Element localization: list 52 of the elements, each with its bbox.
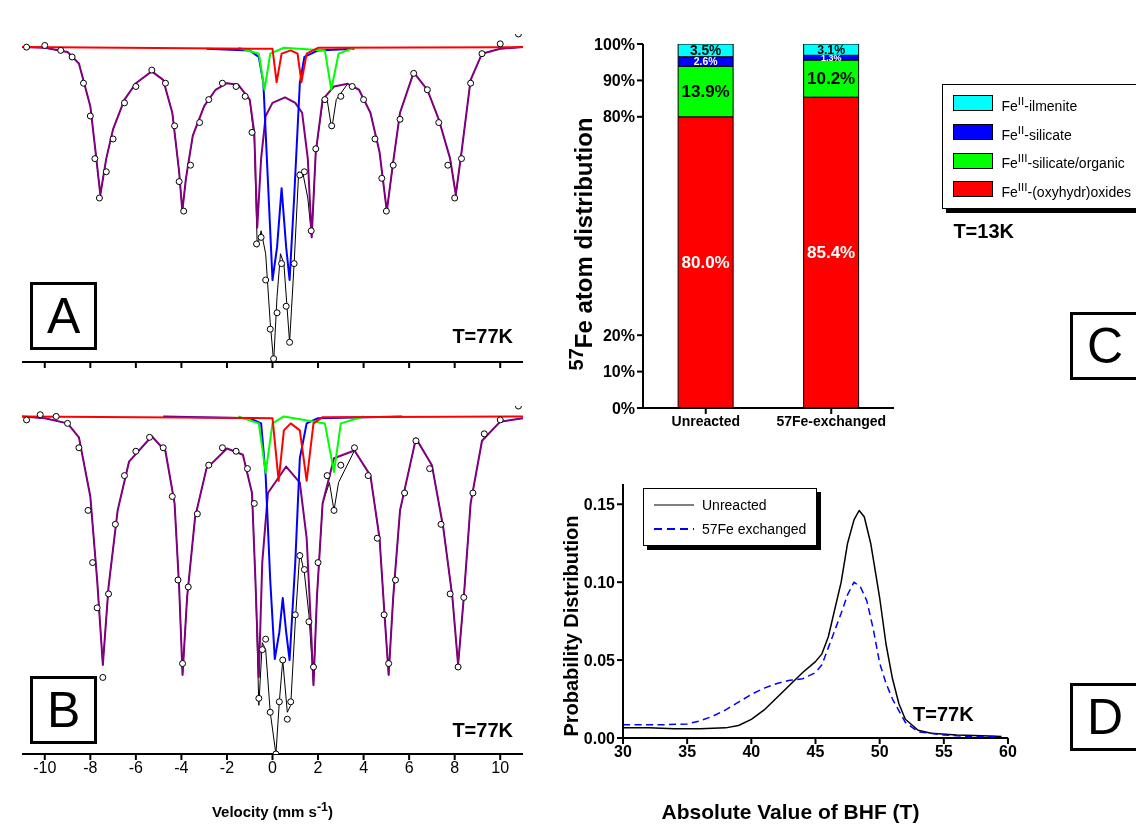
text: D xyxy=(1086,689,1123,745)
annotation: T=77K xyxy=(452,719,513,741)
y-tick-label: 100% xyxy=(594,35,635,53)
y-tick-label: 10% xyxy=(602,363,635,381)
annotation: B xyxy=(47,682,81,738)
data-label: 2.6% xyxy=(693,55,719,67)
y-tick-label: 90% xyxy=(602,72,635,90)
x-axis-title: Velocity (mm s$^{-1}$) xyxy=(211,800,334,820)
x-tick-label: 4 xyxy=(359,759,369,777)
x-tick-label: 0 xyxy=(268,759,278,777)
x-tick-label: -8 xyxy=(83,759,98,777)
data-label: 10.2% xyxy=(807,69,856,89)
x-tick-label: -10 xyxy=(33,759,57,777)
x-tick-label: 45 xyxy=(806,743,825,761)
x-tick-label: 40 xyxy=(742,743,761,761)
legend-label: 57Fe exchanged xyxy=(702,520,807,539)
x-tick-label: -2 xyxy=(219,759,235,777)
x-tick-label: 57Fe-exchanged xyxy=(776,412,887,429)
x-tick-label: 8 xyxy=(450,759,460,777)
x-tick-label: 2 xyxy=(313,759,323,777)
text: T=13K xyxy=(953,220,1014,242)
x-tick-label: 50 xyxy=(870,743,889,761)
y-tick-label: 0.05 xyxy=(583,651,616,669)
x-tick-label: 60 xyxy=(999,743,1017,761)
x-tick-label: 10 xyxy=(491,759,510,777)
y-tick-label: 0.10 xyxy=(583,573,616,591)
legend-label: Fe$^{III}$-(oxyhydr)oxides xyxy=(1001,178,1131,202)
legend-label: Fe$^{III}$-silicate/organic xyxy=(1001,150,1125,173)
annotation: T=77K xyxy=(913,703,974,725)
x-axis-title: Absolute Value of BHF (T) xyxy=(661,800,920,823)
data-label: 80.0% xyxy=(681,252,730,272)
y-tick-label: 0% xyxy=(611,399,635,417)
y-tick-label: 0.00 xyxy=(583,729,616,747)
data-label: 85.4% xyxy=(807,243,856,263)
y-tick-label: 0.15 xyxy=(583,495,616,513)
y-tick-label: 20% xyxy=(602,326,635,344)
y-tick-label: 80% xyxy=(602,108,635,126)
data-label: 13.9% xyxy=(681,82,730,101)
text: C xyxy=(1086,318,1123,374)
data-label: 3.5% xyxy=(689,42,722,58)
x-tick-label: -4 xyxy=(174,759,189,777)
x-tick-label: 6 xyxy=(404,759,414,777)
legend-label: Fe$^{II}$-ilmenite xyxy=(1001,93,1078,116)
x-tick-label: 30 xyxy=(614,743,632,761)
annotation: T=77K xyxy=(452,325,513,347)
annotation: A xyxy=(47,288,81,344)
x-tick-label: -6 xyxy=(128,759,144,777)
x-tick-label: 55 xyxy=(934,743,953,761)
x-tick-label: 35 xyxy=(678,743,697,761)
y-axis-title: Probability Distribution xyxy=(559,515,582,737)
legend-label: Unreacted xyxy=(702,496,767,515)
legend-label: Fe$^{II}$-silicate xyxy=(1001,121,1072,145)
